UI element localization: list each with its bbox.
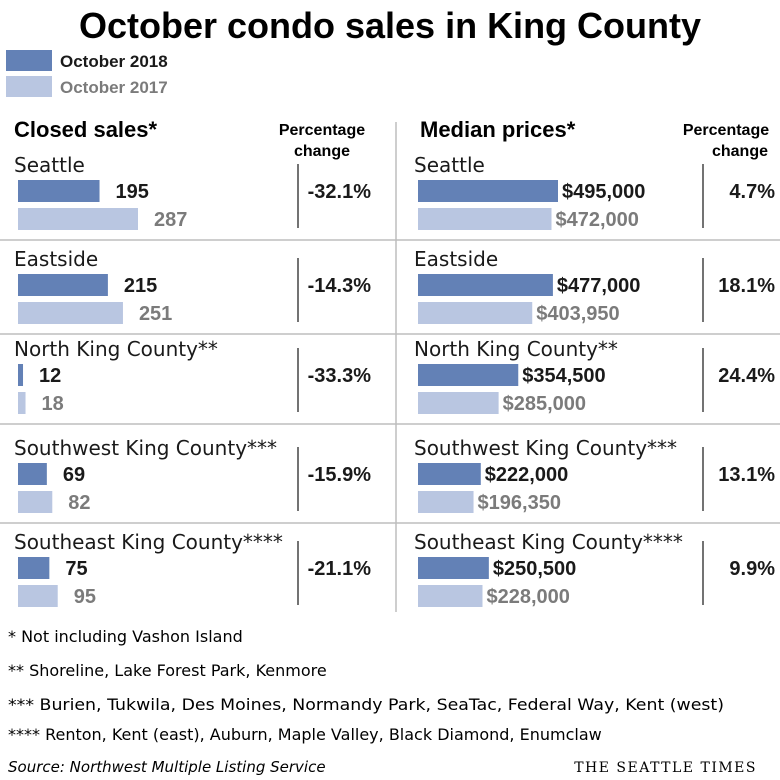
closed-sales-bar-2017 [18,208,138,230]
closed-sales-bar-2017 [18,392,26,414]
median-price-value-2017: $228,000 [486,586,569,608]
median-price-change: 24.4% [718,365,775,387]
closed-sales-title: Closed sales* [14,117,158,142]
closed-sales-value-2018: 69 [63,464,85,486]
legend: October 2018 October 2017 [6,50,168,97]
median-price-value-2017: $196,350 [478,492,561,514]
median-price-value-2017: $472,000 [555,209,638,231]
publisher-logo: THE SEATTLE TIMES [574,760,757,776]
closed-sales-category-southwest-king-county: Southwest King County*** [14,436,277,460]
footnote-1: * Not including Vashon Island [8,627,243,646]
median-price-value-2018: $222,000 [485,464,568,486]
median-price-value-2018: $477,000 [557,275,640,297]
median-price-category-eastside: Eastside [414,247,498,271]
chart-title: October condo sales in King County [79,5,701,46]
closed-sales-bar-2018 [18,274,108,296]
median-price-change: 13.1% [718,464,775,486]
closed-sales-value-2018: 215 [124,275,157,297]
closed-sales-bar-2018 [18,180,100,202]
closed-sales-value-2018: 75 [65,558,87,580]
legend-label-2017: October 2017 [60,78,168,97]
closed-sales-category-southeast-king-county: Southeast King County**** [14,530,283,554]
median-price-category-southeast-king-county: Southeast King County**** [414,530,683,554]
median-price-value-2017: $403,950 [536,303,619,325]
closed-sales-bar-2017 [18,585,58,607]
median-prices-title: Median prices* [420,117,576,142]
panel-headers: Closed sales* Percentage change Median p… [14,117,769,160]
legend-label-2018: October 2018 [60,52,168,71]
median-price-value-2017: $285,000 [503,393,586,415]
median-price-change: 18.1% [718,275,775,297]
median-price-bar-2017 [418,208,552,230]
closed-sales-change-header-1: Percentage [279,122,365,139]
closed-sales-value-2017: 95 [74,586,96,608]
median-price-bar-2018 [418,180,558,202]
closed-sales-value-2017: 18 [42,393,64,415]
footnotes: * Not including Vashon Island ** Shoreli… [8,627,757,776]
median-price-change: 4.7% [729,181,775,203]
closed-sales-category-seattle: Seattle [14,153,85,177]
closed-sales-category-north-king-county: North King County** [14,337,218,361]
closed-sales-change: -15.9% [308,464,372,486]
closed-sales-change: -32.1% [308,181,372,203]
closed-sales-change: -14.3% [308,275,372,297]
median-price-bar-2018 [418,463,481,485]
closed-sales-value-2018: 195 [116,181,149,203]
median-prices-change-header-1: Percentage [683,122,769,139]
median-price-bar-2017 [418,392,499,414]
footnote-3: *** Burien, Tukwila, Des Moines, Normand… [8,695,724,714]
median-price-value-2018: $495,000 [562,181,645,203]
closed-sales-bar-2018 [18,557,50,579]
footnote-4: **** Renton, Kent (east), Auburn, Maple … [8,725,602,744]
closed-sales-change: -33.3% [308,365,372,387]
closed-sales-value-2018: 12 [39,365,61,387]
median-price-change: 9.9% [729,558,775,580]
median-price-bar-2017 [418,491,474,513]
median-price-bar-2018 [418,274,553,296]
median-price-bar-2018 [418,557,489,579]
median-price-bar-2018 [418,364,519,386]
median-price-category-seattle: Seattle [414,153,485,177]
median-price-value-2018: $354,500 [522,365,605,387]
closed-sales-value-2017: 82 [68,492,90,514]
closed-sales-bar-2018 [18,463,47,485]
median-prices-change-header-2: change [712,143,768,160]
closed-sales-bar-2018 [18,364,24,386]
median-price-value-2018: $250,500 [493,558,576,580]
closed-sales-value-2017: 251 [139,303,172,325]
closed-sales-bar-2017 [18,302,123,324]
median-price-category-north-king-county: North King County** [414,337,618,361]
median-price-category-southwest-king-county: Southwest King County*** [414,436,677,460]
closed-sales-change-header-2: change [294,143,350,160]
source-note: Source: Northwest Multiple Listing Servi… [8,758,326,776]
median-price-bar-2017 [418,302,533,324]
closed-sales-change: -21.1% [308,558,372,580]
median-price-bar-2017 [418,585,483,607]
legend-swatch-2017 [6,76,52,97]
closed-sales-value-2017: 287 [154,209,187,231]
footnote-2: ** Shoreline, Lake Forest Park, Kenmore [8,661,327,680]
closed-sales-bar-2017 [18,491,53,513]
closed-sales-category-eastside: Eastside [14,247,98,271]
legend-swatch-2018 [6,50,52,71]
